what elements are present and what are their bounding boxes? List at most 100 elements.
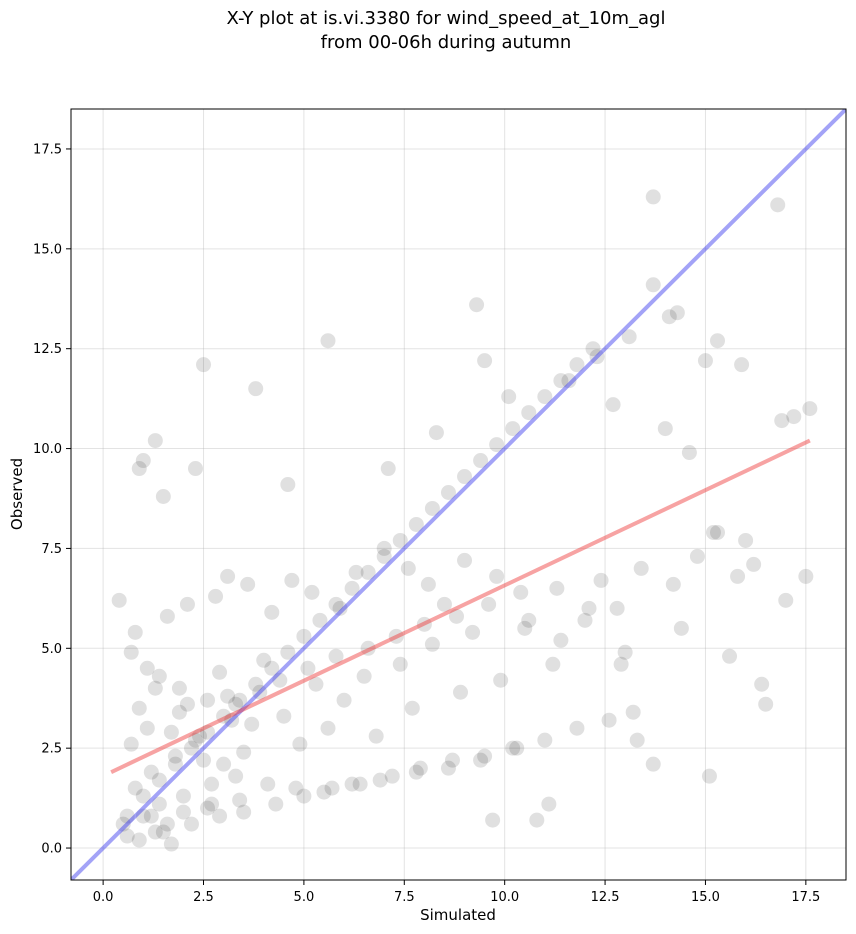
scatter-point xyxy=(352,776,368,792)
grid-lines xyxy=(71,109,846,880)
scatter-point xyxy=(244,716,260,732)
scatter-point xyxy=(625,704,641,720)
scatter-point xyxy=(798,568,814,584)
scatter-point xyxy=(665,576,681,592)
scatter-point xyxy=(123,736,139,752)
scatter-point xyxy=(705,524,721,540)
scatter-point xyxy=(517,620,533,636)
scatter-point xyxy=(191,728,207,744)
scatter-point xyxy=(147,680,163,696)
scatter-point xyxy=(774,413,790,429)
scatter-point xyxy=(208,588,224,604)
scatter-point xyxy=(111,592,127,608)
y-tick-label-3: 7.5 xyxy=(41,542,62,557)
scatter-point xyxy=(212,808,228,824)
scatter-point xyxy=(163,836,179,852)
scatter-point xyxy=(477,353,493,369)
plot-frame xyxy=(70,108,847,881)
scatter-point xyxy=(629,732,645,748)
scatter-point xyxy=(368,728,384,744)
scatter-point xyxy=(392,532,408,548)
scatter-point xyxy=(204,776,220,792)
scatter-point xyxy=(657,421,673,437)
scatter-point xyxy=(545,656,561,672)
scatter-point xyxy=(661,309,677,325)
scatter-point xyxy=(569,357,585,373)
scatter-point xyxy=(155,824,171,840)
scatter-point xyxy=(135,453,151,469)
scatter-point xyxy=(159,608,175,624)
scatter-point xyxy=(412,760,428,776)
scatter-point xyxy=(754,676,770,692)
scatter-point xyxy=(448,608,464,624)
y-tick-label-2: 5.0 xyxy=(41,642,62,657)
scatter-point xyxy=(356,668,372,684)
scatter-point xyxy=(147,433,163,449)
scatter-point xyxy=(167,756,183,772)
scatter-point xyxy=(529,812,545,828)
scatter-point xyxy=(336,692,352,708)
scatter-point xyxy=(633,560,649,576)
scatter-point xyxy=(758,696,774,712)
scatter-point xyxy=(187,732,203,748)
scatter-point xyxy=(320,333,336,349)
scatter-point xyxy=(131,832,147,848)
scatter-point xyxy=(240,576,256,592)
scatter-point xyxy=(617,644,633,660)
scatter-point xyxy=(621,329,637,345)
y-tick-label-5: 12.5 xyxy=(33,342,62,357)
scatter-point xyxy=(669,305,685,321)
scatter-point xyxy=(296,628,312,644)
identity-line xyxy=(71,109,846,880)
scatter-point xyxy=(151,668,167,684)
scatter-point xyxy=(380,461,396,477)
scatter-point xyxy=(489,437,505,453)
scatter-point xyxy=(348,564,364,580)
scatter-point xyxy=(232,792,248,808)
scatter-point xyxy=(541,796,557,812)
scatter-point xyxy=(521,612,537,628)
scatter-point xyxy=(300,660,316,676)
scatter-point xyxy=(440,485,456,501)
scatter-point xyxy=(457,552,473,568)
scatter-point xyxy=(308,676,324,692)
scatter-points xyxy=(111,189,818,852)
x-axis-title: Simulated xyxy=(420,906,496,924)
scatter-point xyxy=(681,445,697,461)
chart-title-line-1: X-Y plot at is.vi.3380 for wind_speed_at… xyxy=(227,8,666,29)
scatter-point xyxy=(485,812,501,828)
scatter-point xyxy=(252,684,268,700)
scatter-point xyxy=(424,500,440,516)
scatter-point xyxy=(645,189,661,205)
scatter-point xyxy=(569,720,585,736)
scatter-point xyxy=(489,568,505,584)
scatter-point xyxy=(465,624,481,640)
scatter-point xyxy=(183,816,199,832)
scatter-point xyxy=(220,688,236,704)
scatter-point xyxy=(139,720,155,736)
scatter-point xyxy=(388,628,404,644)
scatter-point xyxy=(236,744,252,760)
scatter-point xyxy=(143,808,159,824)
scatter-point xyxy=(147,824,163,840)
scatter-point xyxy=(734,357,750,373)
scatter-point xyxy=(183,740,199,756)
scatter-point xyxy=(324,780,340,796)
scatter-point xyxy=(151,772,167,788)
scatter-point xyxy=(127,780,143,796)
scatter-point xyxy=(320,720,336,736)
scatter-point xyxy=(264,660,280,676)
scatter-point xyxy=(477,748,493,764)
scatter-point xyxy=(509,740,525,756)
chart-title-line-2: from 00-06h during autumn xyxy=(321,32,572,53)
scatter-point xyxy=(710,524,726,540)
scatter-point xyxy=(609,600,625,616)
scatter-point xyxy=(260,776,276,792)
scatter-point xyxy=(697,353,713,369)
scatter-point xyxy=(400,560,416,576)
scatter-point xyxy=(601,712,617,728)
scatter-point xyxy=(404,700,420,716)
scatter-point xyxy=(248,676,264,692)
scatter-point xyxy=(613,656,629,672)
